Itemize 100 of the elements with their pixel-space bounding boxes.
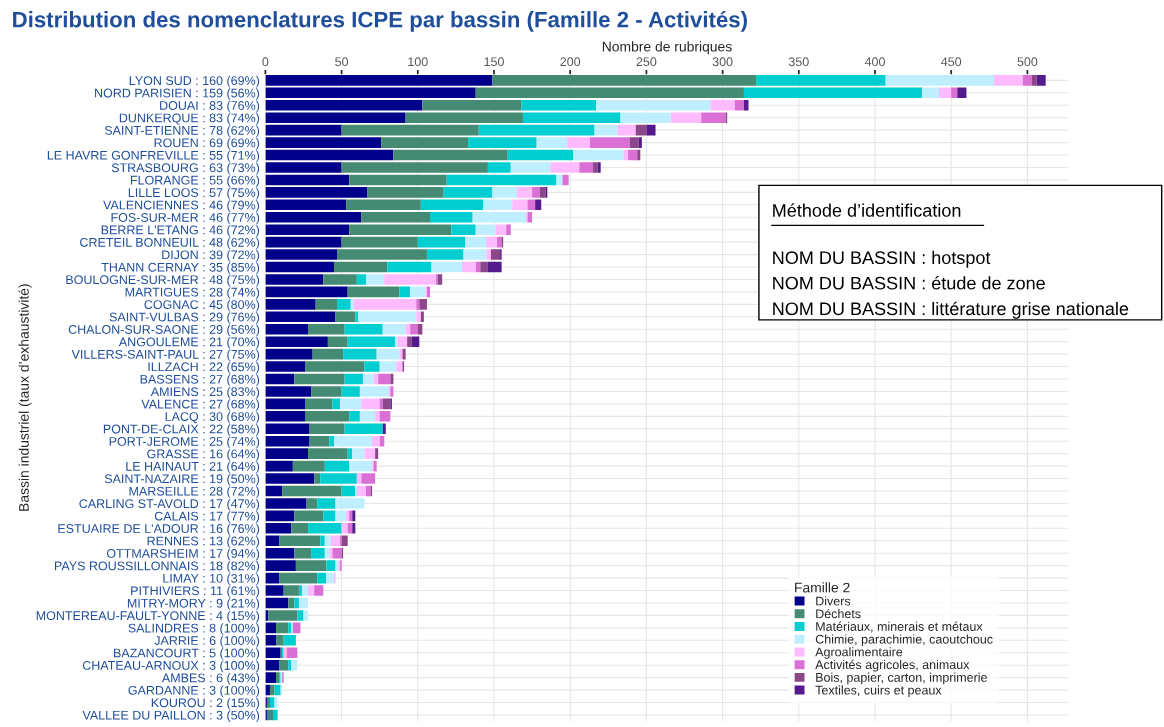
- bar: [734, 99, 744, 111]
- bar: [352, 523, 356, 534]
- y-tick-label: GARDANNE : 3 (100%): [128, 685, 260, 698]
- y-tick-label: MITRY-MORY : 9 (21%): [127, 598, 260, 611]
- y-tick-label: NORD PARISIEN : 159 (56%): [95, 88, 260, 100]
- bar: [314, 585, 324, 596]
- bar: [532, 187, 540, 198]
- y-tick-label: BAZANCOURT : 5 (100%): [114, 648, 260, 660]
- bar: [353, 299, 417, 310]
- x-tick-label: 50: [335, 57, 349, 67]
- bar: [1031, 75, 1037, 86]
- bar: [324, 535, 331, 547]
- bar: [266, 709, 274, 721]
- bar: [265, 547, 295, 559]
- chart-title: Distribution des nomenclatures ICPE par bassin (Famille 2 - Activités): [13, 10, 747, 32]
- bar: [265, 348, 313, 360]
- bar: [411, 336, 420, 347]
- bar: [356, 485, 366, 497]
- bar: [378, 373, 391, 385]
- x-tick-label: 150: [484, 57, 504, 67]
- bar: [311, 386, 342, 397]
- bar: [265, 286, 348, 298]
- bar: [375, 411, 380, 422]
- bar: [323, 274, 357, 285]
- bar: [922, 87, 940, 99]
- bar: [536, 137, 568, 148]
- bar: [306, 498, 318, 509]
- bar: [507, 149, 574, 161]
- legend-label: Divers: [816, 596, 851, 606]
- bar: [265, 373, 295, 385]
- bar: [265, 386, 312, 397]
- annotation: NOM DU BASSIN : étude de zone: [773, 276, 1045, 290]
- y-tick-label: AMBES : 6 (43%): [161, 673, 260, 685]
- legend-label: Déchets: [816, 608, 861, 619]
- legend-title: Famille 2: [795, 582, 850, 593]
- bar: [265, 597, 289, 609]
- bar: [340, 398, 362, 410]
- bar: [317, 498, 336, 509]
- bar: [283, 585, 299, 596]
- bar: [361, 398, 380, 410]
- bar: [579, 162, 594, 173]
- x-tick-label: 100: [408, 57, 428, 67]
- bar: [512, 199, 528, 211]
- bar: [335, 510, 347, 522]
- bar: [276, 622, 289, 634]
- y-tick-label: CALAIS : 17 (77%): [154, 511, 260, 523]
- legend-label: Textiles, cuirs et peaux: [815, 685, 942, 697]
- bar: [939, 87, 952, 99]
- x-tick-label: 350: [788, 57, 809, 67]
- legend-label: Bois, papier, carton, imprimerie: [816, 672, 987, 685]
- bar: [431, 261, 462, 273]
- y-tick-label: VALENCIENNES : 46 (79%): [103, 200, 260, 212]
- bar: [486, 249, 491, 260]
- bar: [465, 236, 487, 248]
- bar: [379, 435, 385, 447]
- bar: [294, 597, 299, 609]
- bar: [265, 299, 316, 310]
- bar: [382, 423, 386, 435]
- bar: [463, 249, 487, 260]
- bar: [638, 137, 642, 148]
- bar: [358, 311, 417, 323]
- y-tick-label: FLORANGE : 55 (66%): [130, 175, 260, 188]
- bar: [335, 311, 356, 323]
- bar: [393, 149, 508, 161]
- bar: [593, 162, 598, 173]
- y-tick-label: JARRIE : 6 (100%): [154, 635, 260, 648]
- bar: [417, 323, 423, 335]
- bar: [265, 659, 280, 671]
- bar: [487, 261, 502, 273]
- bar: [349, 460, 373, 472]
- bar: [341, 523, 348, 534]
- bar: [341, 124, 479, 136]
- bar: [756, 75, 886, 86]
- annotation: NOM DU BASSIN : littérature grise nationale: [773, 301, 1129, 319]
- bar: [497, 236, 502, 248]
- bar: [384, 274, 437, 285]
- bar: [628, 149, 638, 161]
- bar: [274, 684, 281, 696]
- bar: [495, 224, 507, 235]
- y-tick-label: BASSENS : 27 (68%): [140, 374, 260, 387]
- bar: [356, 473, 362, 484]
- bar: [379, 398, 383, 410]
- y-tick-label: SAINT-NAZAIRE : 19 (50%): [104, 474, 260, 486]
- y-tick-label: KOUROU : 2 (15%): [151, 697, 260, 710]
- y-tick-label: CRETEIL BONNEUIL : 48 (62%): [80, 237, 260, 250]
- bar: [298, 597, 309, 609]
- bar: [265, 274, 324, 285]
- y-tick-label: LE HAVRE GONFREVILLE : 55 (71%): [47, 150, 260, 163]
- bar: [341, 162, 488, 173]
- bar: [597, 162, 601, 173]
- bar: [265, 311, 336, 323]
- bar: [265, 174, 350, 186]
- bar: [993, 75, 1023, 86]
- bar: [885, 75, 994, 86]
- y-tick-label: DOUAI : 83 (76%): [160, 100, 260, 113]
- bar: [295, 560, 327, 571]
- y-tick-label: LILLE LOOS : 57 (75%): [128, 187, 260, 200]
- bar: [416, 311, 421, 323]
- y-tick-label: LYON SUD : 160 (69%): [129, 75, 260, 88]
- bar: [329, 547, 333, 559]
